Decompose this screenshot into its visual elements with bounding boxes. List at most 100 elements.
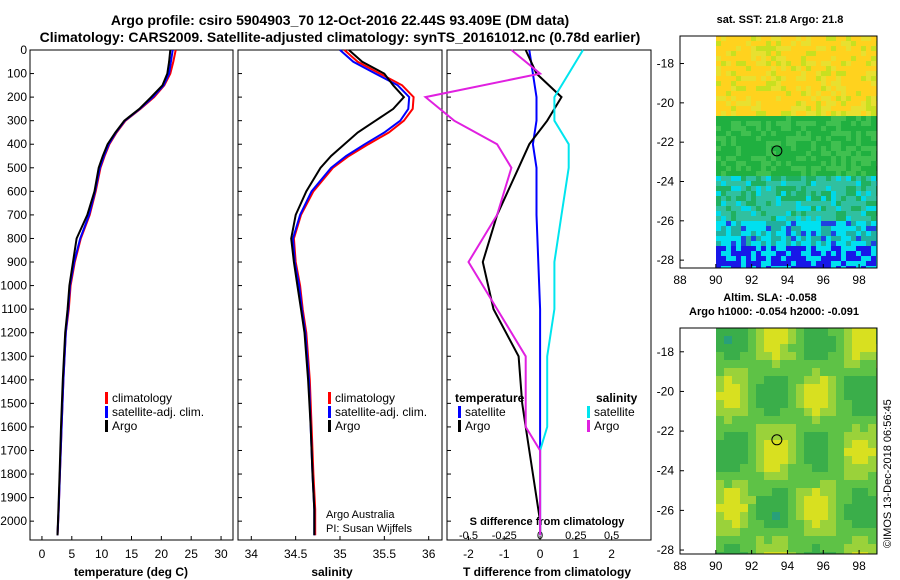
sst-map-cell bbox=[831, 216, 836, 221]
sst-map-cell bbox=[856, 216, 861, 221]
sst-map-cell bbox=[771, 51, 776, 56]
sst-map-cell bbox=[761, 121, 766, 126]
sst-map-cell bbox=[776, 236, 781, 241]
sla-map-cell bbox=[772, 448, 780, 456]
sst-map-cell bbox=[756, 116, 761, 121]
dynamic-chart-layer: 0 5 10 15 20 25 300100200300400500600700800900… bbox=[0, 35, 878, 573]
sst-map-cell bbox=[821, 226, 826, 231]
sst-map-cell bbox=[786, 46, 791, 51]
sla-map-cell bbox=[868, 472, 876, 480]
sla-map-cell bbox=[780, 328, 788, 336]
sst-map-cell bbox=[776, 256, 781, 261]
sla-map-cell bbox=[764, 512, 772, 520]
sst-map-cell bbox=[781, 51, 786, 56]
sla-map-cell bbox=[716, 400, 724, 408]
sst-map-cell bbox=[731, 116, 736, 121]
sst-map-cell bbox=[721, 71, 726, 76]
sal-series-argo bbox=[290, 49, 406, 536]
sst-map-cell bbox=[806, 176, 811, 181]
sla-map-cell bbox=[772, 384, 780, 392]
sst-map-cell bbox=[871, 51, 876, 56]
sst-map-cell bbox=[751, 81, 756, 86]
sst-map-cell bbox=[791, 241, 796, 246]
sla-map-cell bbox=[836, 504, 844, 512]
sst-map-cell bbox=[816, 66, 821, 71]
sla-map-cell bbox=[716, 536, 724, 544]
sst-map-cell bbox=[746, 191, 751, 196]
sst-argo-location-marker bbox=[771, 145, 783, 157]
sst-map-cell bbox=[796, 136, 801, 141]
sst-map-cell bbox=[731, 151, 736, 156]
sla-map-cell bbox=[844, 360, 852, 368]
sst-map-cell bbox=[756, 166, 761, 171]
sla-map-cell bbox=[812, 448, 820, 456]
sst-map-cell bbox=[741, 181, 746, 186]
sst-map-cell bbox=[841, 236, 846, 241]
sst-map-cell bbox=[806, 251, 811, 256]
sst-map-cell bbox=[726, 111, 731, 116]
sst-map-cell bbox=[741, 221, 746, 226]
sla-map-cell bbox=[756, 408, 764, 416]
sla-map-cell bbox=[852, 520, 860, 528]
sst-map-cell bbox=[816, 61, 821, 66]
sst-map-cell bbox=[836, 141, 841, 146]
sla-map-cell bbox=[716, 472, 724, 480]
sst-map-cell bbox=[736, 36, 741, 41]
sla-map-xtick-label: 96 bbox=[817, 559, 831, 573]
sst-map-cell bbox=[726, 41, 731, 46]
sst-map-cell bbox=[816, 236, 821, 241]
sst-map-cell bbox=[776, 151, 781, 156]
sst-map-cell bbox=[796, 231, 801, 236]
sst-map-cell bbox=[746, 101, 751, 106]
sst-map-cell bbox=[826, 51, 831, 56]
sst-map-cell bbox=[731, 81, 736, 86]
sst-map-cell bbox=[861, 201, 866, 206]
sst-map-cell bbox=[861, 171, 866, 176]
sla-map-cell bbox=[812, 360, 820, 368]
sla-map-cell bbox=[796, 384, 804, 392]
sla-map-cell bbox=[836, 544, 844, 552]
sst-map-cell bbox=[866, 56, 871, 61]
sst-map-cell bbox=[831, 136, 836, 141]
sst-map-cell bbox=[856, 136, 861, 141]
sst-map-cell bbox=[736, 91, 741, 96]
sla-map-cell bbox=[772, 432, 780, 440]
sla-map-cell bbox=[836, 496, 844, 504]
sst-map-cell bbox=[766, 261, 771, 266]
sst-map-cell bbox=[761, 46, 766, 51]
sla-map-cell bbox=[716, 496, 724, 504]
sst-map-cell bbox=[786, 186, 791, 191]
sst-map-cell bbox=[821, 61, 826, 66]
sst-map-cell bbox=[846, 56, 851, 61]
sst-map-cell bbox=[716, 251, 721, 256]
sst-map-cell bbox=[761, 151, 766, 156]
sst-map-cell bbox=[756, 121, 761, 126]
sst-map-cell bbox=[746, 61, 751, 66]
sst-map-cell bbox=[816, 121, 821, 126]
sla-map-cell bbox=[732, 472, 740, 480]
sst-map-cell bbox=[761, 111, 766, 116]
sst-map-cell bbox=[746, 251, 751, 256]
sst-map-cell bbox=[866, 151, 871, 156]
sla-map-cell bbox=[852, 552, 860, 554]
sst-map-cell bbox=[871, 121, 876, 126]
sst-map-cell bbox=[771, 36, 776, 41]
sst-map-cell bbox=[826, 121, 831, 126]
sla-map-cell bbox=[780, 544, 788, 552]
sst-map-cell bbox=[866, 191, 871, 196]
sst-map-cell bbox=[861, 96, 866, 101]
sst-map-cell bbox=[796, 61, 801, 66]
sst-map-cell bbox=[801, 201, 806, 206]
sst-map-cell bbox=[831, 176, 836, 181]
sst-map-cell bbox=[776, 251, 781, 256]
sst-map-cell bbox=[796, 251, 801, 256]
sst-map-cell bbox=[826, 141, 831, 146]
sla-map-cell bbox=[868, 504, 876, 512]
sst-map-cell bbox=[746, 56, 751, 61]
sst-map-cell bbox=[806, 121, 811, 126]
sla-map-cell bbox=[812, 424, 820, 432]
sla-map-cell bbox=[804, 456, 812, 464]
sla-map-cell bbox=[796, 504, 804, 512]
sst-map-cell bbox=[716, 76, 721, 81]
sst-map-cell bbox=[771, 76, 776, 81]
